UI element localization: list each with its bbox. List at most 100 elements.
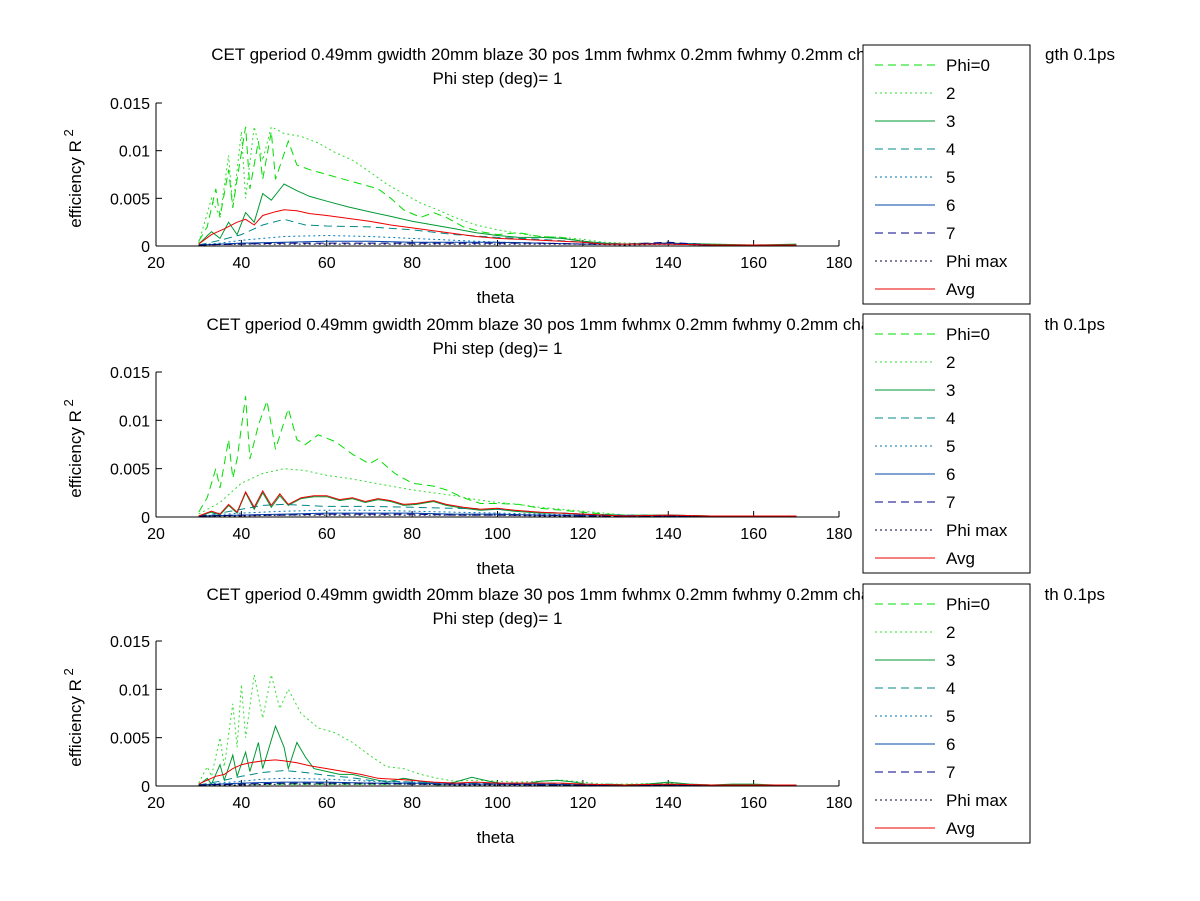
x-tick-label: 160 bbox=[740, 255, 767, 272]
series-line-6 bbox=[198, 240, 797, 246]
y-axis-label-text: efficiency R bbox=[66, 679, 85, 767]
series-line-5 bbox=[198, 234, 797, 246]
panel-2: CET gperiod 0.49mm gwidth 20mm blaze 30 … bbox=[61, 313, 1106, 578]
x-tick-label: 140 bbox=[655, 255, 682, 272]
legend-label: 5 bbox=[946, 168, 955, 187]
panel-3: CET gperiod 0.49mm gwidth 20mm blaze 30 … bbox=[61, 583, 1105, 847]
y-axis-label-text: efficiency R bbox=[66, 410, 85, 498]
y-tick-label: 0.005 bbox=[110, 462, 150, 479]
x-tick-label: 180 bbox=[826, 255, 853, 272]
legend-label: Phi max bbox=[946, 521, 1008, 540]
legend-label: Phi=0 bbox=[946, 325, 990, 344]
x-axis-label: theta bbox=[477, 559, 515, 578]
legend-label: 3 bbox=[946, 112, 955, 131]
y-axis-label: efficiency R 2 bbox=[61, 668, 85, 766]
x-tick-label: 20 bbox=[147, 255, 165, 272]
y-tick-label: 0.015 bbox=[110, 96, 150, 113]
x-tick-label: 120 bbox=[570, 526, 597, 543]
y-tick-label: 0 bbox=[141, 239, 150, 256]
legend-label: 2 bbox=[946, 353, 955, 372]
y-axis-label-superscript: 2 bbox=[61, 129, 76, 140]
x-tick-label: 40 bbox=[232, 795, 250, 812]
legend: Phi=0 2 3 4 5 6 7 Phi max Avg bbox=[862, 44, 1031, 305]
chart-subtitle: Phi step (deg)= 1 bbox=[433, 69, 563, 88]
y-tick-label: 0 bbox=[141, 510, 150, 527]
x-tick-label: 140 bbox=[655, 795, 682, 812]
x-tick-label: 20 bbox=[147, 795, 165, 812]
legend-label: 7 bbox=[946, 763, 955, 782]
x-tick-label: 100 bbox=[484, 526, 511, 543]
series-line-3 bbox=[198, 724, 797, 786]
chart-title: CET gperiod 0.49mm gwidth 20mm blaze 30 … bbox=[211, 45, 914, 64]
legend-label: 5 bbox=[946, 437, 955, 456]
chart-subtitle: Phi step (deg)= 1 bbox=[433, 609, 563, 628]
legend-label: 2 bbox=[946, 84, 955, 103]
legend: Phi=0 2 3 4 5 6 7 Phi max Avg bbox=[862, 313, 1031, 574]
chart-title-tail: gth 0.1ps bbox=[1045, 45, 1115, 64]
legend-label: Phi=0 bbox=[946, 595, 990, 614]
y-axis-label: efficiency R 2 bbox=[61, 399, 85, 497]
y-tick-label: 0.015 bbox=[110, 365, 150, 382]
x-tick-label: 80 bbox=[403, 255, 421, 272]
x-tick-label: 60 bbox=[318, 795, 336, 812]
y-axis-label-text: efficiency R bbox=[66, 140, 85, 228]
y-tick-label: 0.01 bbox=[119, 682, 150, 699]
x-tick-label: 120 bbox=[570, 795, 597, 812]
series-line-4 bbox=[198, 503, 797, 517]
x-tick-label: 40 bbox=[232, 526, 250, 543]
x-tick-label: 160 bbox=[740, 795, 767, 812]
series-line-7 bbox=[198, 782, 797, 786]
chart-title: CET gperiod 0.49mm gwidth 20mm blaze 30 … bbox=[206, 315, 918, 334]
legend-label: 4 bbox=[946, 140, 955, 159]
legend-label: 7 bbox=[946, 224, 955, 243]
series-line-3 bbox=[198, 183, 797, 246]
y-axis-label-superscript: 2 bbox=[61, 399, 76, 410]
x-tick-label: 160 bbox=[740, 526, 767, 543]
x-axis-label: theta bbox=[477, 828, 515, 847]
legend-label: 6 bbox=[946, 196, 955, 215]
panel-1: CET gperiod 0.49mm gwidth 20mm blaze 30 … bbox=[61, 44, 1115, 307]
x-tick-label: 100 bbox=[484, 795, 511, 812]
legend-label: Phi max bbox=[946, 252, 1008, 271]
x-tick-label: 180 bbox=[826, 795, 853, 812]
series-line-2 bbox=[198, 126, 797, 246]
legend-label: 5 bbox=[946, 707, 955, 726]
x-tick-label: 120 bbox=[570, 255, 597, 272]
series-line-phi=0 bbox=[198, 396, 797, 517]
series-line-avg bbox=[198, 489, 797, 517]
series-line-2 bbox=[198, 674, 797, 786]
series-line-7 bbox=[198, 513, 797, 517]
legend-label: 7 bbox=[946, 493, 955, 512]
y-axis-label: efficiency R 2 bbox=[61, 129, 85, 227]
y-axis-label-superscript: 2 bbox=[61, 668, 76, 679]
y-tick-label: 0.015 bbox=[110, 634, 150, 651]
x-tick-label: 80 bbox=[403, 795, 421, 812]
series-line-4 bbox=[198, 769, 797, 786]
x-tick-label: 40 bbox=[232, 255, 250, 272]
series-line-avg bbox=[198, 759, 797, 786]
series-line-2 bbox=[198, 468, 797, 517]
legend-label: Avg bbox=[946, 549, 975, 568]
series-line-7 bbox=[198, 241, 797, 246]
x-tick-label: 180 bbox=[826, 526, 853, 543]
x-tick-label: 60 bbox=[318, 255, 336, 272]
y-tick-label: 0 bbox=[141, 779, 150, 796]
chart-title-tail: th 0.1ps bbox=[1045, 315, 1106, 334]
chart-subtitle: Phi step (deg)= 1 bbox=[433, 339, 563, 358]
legend-label: 6 bbox=[946, 735, 955, 754]
x-tick-label: 140 bbox=[655, 526, 682, 543]
legend-label: 4 bbox=[946, 679, 955, 698]
legend: Phi=0 2 3 4 5 6 7 Phi max Avg bbox=[862, 583, 1031, 844]
legend-label: Avg bbox=[946, 819, 975, 838]
legend-label: 4 bbox=[946, 409, 955, 428]
chart-title: CET gperiod 0.49mm gwidth 20mm blaze 30 … bbox=[206, 585, 918, 604]
x-tick-label: 20 bbox=[147, 526, 165, 543]
y-tick-label: 0.01 bbox=[119, 144, 150, 161]
series-line-avg bbox=[198, 209, 797, 246]
y-tick-label: 0.01 bbox=[119, 413, 150, 430]
x-tick-label: 100 bbox=[484, 255, 511, 272]
x-tick-label: 60 bbox=[318, 526, 336, 543]
legend-label: Phi max bbox=[946, 791, 1008, 810]
legend-label: 2 bbox=[946, 623, 955, 642]
